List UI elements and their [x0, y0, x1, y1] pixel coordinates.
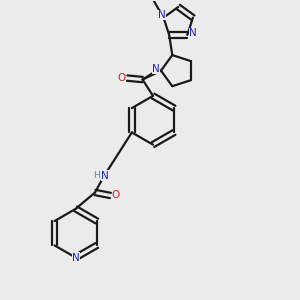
Text: N: N	[100, 171, 108, 181]
Text: O: O	[112, 190, 120, 200]
Text: N: N	[72, 253, 80, 262]
Text: N: N	[152, 64, 160, 74]
Text: N: N	[158, 10, 166, 20]
Text: N: N	[189, 28, 196, 38]
Text: H: H	[93, 171, 100, 180]
Text: O: O	[118, 73, 126, 83]
